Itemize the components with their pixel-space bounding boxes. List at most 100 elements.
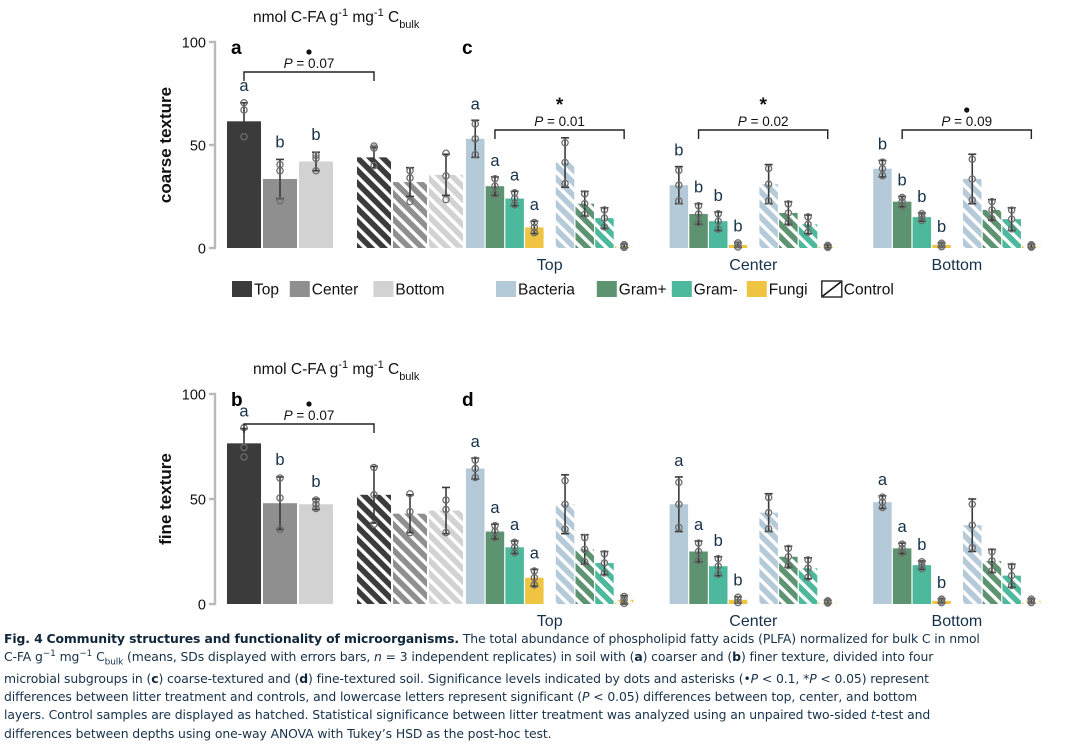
bar-a-2[interactable]: [299, 161, 333, 248]
bar-c-top-4[interactable]: [555, 162, 575, 248]
replicate-point: [968, 155, 977, 163]
bar-d-top-4[interactable]: [555, 504, 575, 604]
bar-d-center-4[interactable]: [759, 512, 778, 604]
bar-c-bottom-6[interactable]: [1002, 219, 1021, 248]
bar-d-bottom-2[interactable]: [912, 565, 932, 604]
bar-d-top-0[interactable]: [466, 468, 485, 604]
replicate-point: [530, 581, 539, 589]
replicate-point: [471, 473, 479, 482]
replicate-point: [510, 189, 519, 197]
microbial-group-legend: Bacteria Gram+ Gram- Fungi Control: [496, 280, 894, 299]
legend-swatch-gram[interactable]: [596, 281, 617, 297]
replicate-point: [600, 206, 609, 214]
replicate-point: [988, 567, 996, 575]
legend-swatch-bottom[interactable]: [373, 281, 394, 297]
replicate-point: [406, 528, 414, 537]
replicate-point: [804, 556, 812, 564]
asterisk-marker: *: [556, 95, 564, 116]
replicate-point: [694, 539, 703, 547]
bar-a-3[interactable]: [357, 157, 391, 248]
bar-c-center-5[interactable]: [779, 212, 798, 248]
replicate-point: [804, 228, 812, 236]
bar-d-bottom-0[interactable]: [873, 502, 892, 604]
tukey-letter: b: [878, 135, 887, 153]
replicate-point: [1007, 571, 1016, 580]
bar-b-0[interactable]: [227, 443, 261, 604]
replicate-point: [714, 570, 723, 578]
bar-c-bottom-4[interactable]: [963, 178, 982, 248]
legend-swatch-center[interactable]: [289, 281, 310, 297]
bar-d-center-5[interactable]: [779, 556, 798, 604]
bar-c-bottom-0[interactable]: [873, 168, 892, 248]
panel-b-letter: b: [231, 390, 243, 411]
tukey-letter: a: [239, 77, 249, 95]
replicate-point: [530, 567, 539, 575]
bar-c-center-2[interactable]: [709, 221, 728, 248]
bar-c-top-0[interactable]: [466, 138, 485, 248]
tukey-letter: b: [694, 179, 703, 197]
bar-d-center-2[interactable]: [709, 566, 728, 604]
bar-c-center-6[interactable]: [798, 224, 818, 248]
significance-bracket: [901, 129, 1033, 139]
bar-c-center-0[interactable]: [669, 185, 689, 248]
replicate-point: [898, 197, 906, 206]
replicate-point: [764, 493, 773, 502]
replicate-point: [510, 543, 519, 552]
replicate-point: [312, 500, 320, 508]
bar-d-top-5[interactable]: [575, 549, 595, 604]
bar-c-top-6[interactable]: [595, 218, 614, 248]
tukey-letter: b: [937, 574, 946, 592]
bar-d-bottom-6[interactable]: [1002, 575, 1021, 604]
significance-bracket: [243, 71, 375, 81]
tukey-letter: a: [674, 452, 684, 470]
panel-c-letter: c: [462, 38, 473, 59]
replicate-point: [734, 598, 742, 607]
replicate-point: [988, 557, 996, 565]
replicate-point: [694, 202, 703, 210]
legend-swatch-gram[interactable]: [671, 281, 692, 297]
replicate-point: [764, 508, 773, 517]
bar-d-bottom-5[interactable]: [982, 560, 1002, 604]
group-label-c-1: Center: [729, 257, 778, 274]
group-label-d-1: Center: [729, 613, 778, 630]
replicate-point: [784, 209, 793, 217]
bracket-p-label: P = 0.02: [738, 114, 789, 129]
bar-c-top-5[interactable]: [575, 203, 595, 248]
panel-b-axis-unit: nmol C-FA g-1 mg-1 Cbulk: [253, 359, 420, 383]
bar-d-center-6[interactable]: [798, 568, 818, 604]
replicate-point: [561, 476, 569, 485]
bar-d-bottom-1[interactable]: [892, 548, 912, 604]
bar-c-top-2[interactable]: [505, 198, 524, 248]
replicate-point: [620, 596, 628, 604]
replicate-point: [898, 202, 906, 210]
bar-c-bottom-5[interactable]: [982, 209, 1002, 248]
replicate-point: [968, 175, 977, 183]
legend-swatch-bacteria[interactable]: [496, 281, 516, 297]
replicate-point: [442, 505, 450, 514]
bar-c-bottom-2[interactable]: [912, 217, 932, 248]
bar-d-center-1[interactable]: [689, 551, 708, 605]
bar-c-top-3[interactable]: [525, 227, 544, 248]
bar-a-0[interactable]: [227, 121, 261, 248]
bar-d-top-3[interactable]: [525, 577, 544, 604]
depth-legend: Top Center Bottom: [232, 281, 445, 299]
bar-c-center-1[interactable]: [689, 214, 708, 248]
replicate-point: [312, 151, 320, 160]
bar-d-bottom-4[interactable]: [963, 525, 982, 604]
bar-c-center-4[interactable]: [759, 184, 778, 248]
bar-d-center-0[interactable]: [669, 504, 689, 604]
legend-swatch-fungi[interactable]: [746, 281, 767, 297]
bar-b-2[interactable]: [299, 504, 333, 604]
replicate-point: [1007, 206, 1016, 214]
tukey-letter: a: [898, 518, 908, 536]
bar-c-bottom-1[interactable]: [892, 201, 912, 248]
bar-c-top-1[interactable]: [485, 186, 505, 248]
bar-d-top-6[interactable]: [595, 563, 614, 604]
bar-d-top-2[interactable]: [505, 547, 524, 604]
replicate-point: [312, 154, 320, 163]
bracket-p-label: P = 0.09: [941, 114, 992, 129]
bar-d-top-1[interactable]: [485, 531, 505, 604]
dot-marker: [964, 107, 970, 113]
legend-swatch-top[interactable]: [232, 281, 252, 297]
replicate-point: [714, 554, 723, 563]
